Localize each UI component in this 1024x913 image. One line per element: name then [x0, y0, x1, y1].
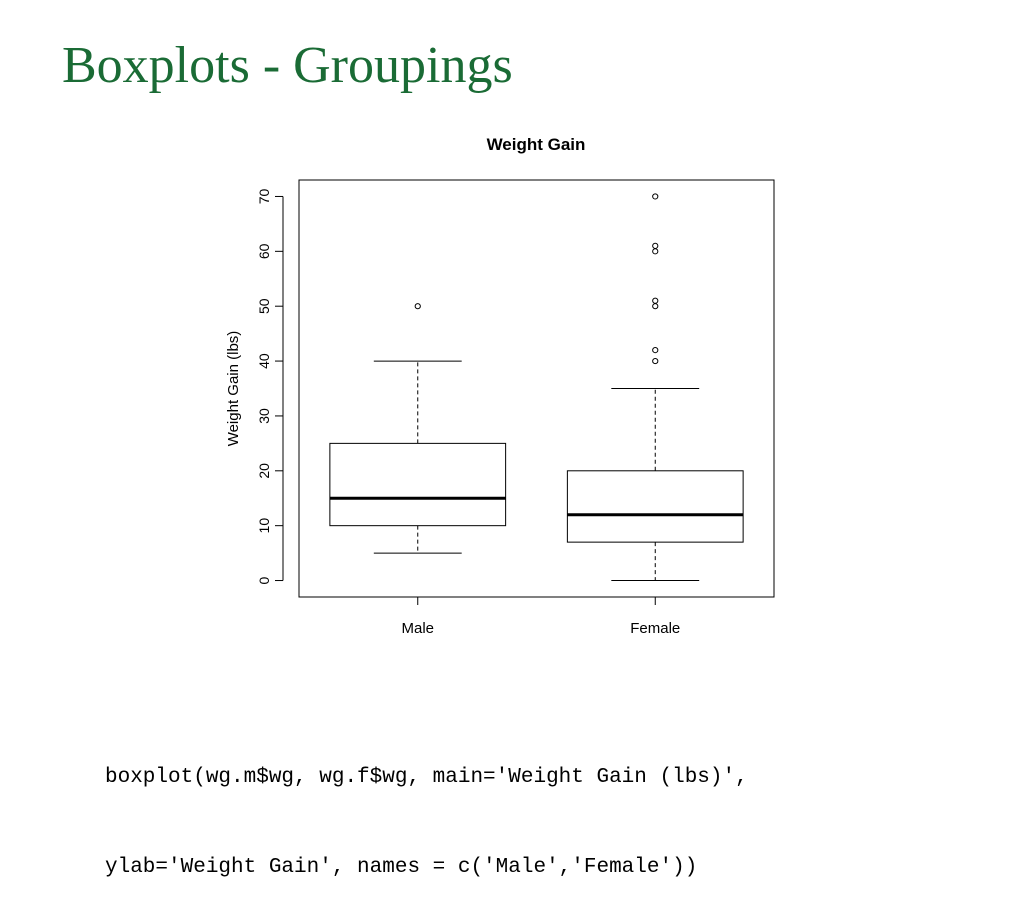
boxplot-chart: Weight Gain 0 10 20 30 40 50 60 70 Male Female W… — [225, 135, 775, 637]
y-tick-label: 60 — [256, 243, 272, 259]
y-tick-label: 20 — [256, 463, 272, 479]
outlier-point — [652, 303, 659, 310]
slide-title: Boxplots - Groupings — [62, 37, 513, 94]
box-iqr — [329, 442, 507, 527]
y-tick-label: 10 — [256, 518, 272, 534]
code-line: ylab='Weight Gain', names = c('Male','Fe… — [105, 856, 698, 879]
outlier-point — [652, 248, 659, 255]
boxes — [329, 193, 744, 582]
outlier-point — [652, 242, 659, 249]
box-group-male — [329, 303, 507, 554]
outlier-point — [414, 303, 421, 310]
y-axis: 0 10 20 30 40 50 60 70 — [256, 188, 284, 584]
y-tick-label: 50 — [256, 298, 272, 314]
code-block: boxplot(wg.m$wg, wg.f$wg, main='Weight G… — [105, 703, 748, 913]
x-tick-label: Female — [630, 620, 680, 637]
outlier-point — [652, 297, 659, 304]
x-tick-label: Male — [401, 620, 434, 637]
outlier-point — [652, 357, 659, 365]
y-tick-label: 70 — [256, 188, 272, 204]
y-axis-label: Weight Gain (lbs) — [225, 331, 242, 447]
box-group-female — [566, 193, 744, 582]
outlier-point — [652, 346, 659, 354]
box-iqr — [566, 470, 744, 543]
y-tick-label: 30 — [256, 408, 272, 424]
plot-frame — [298, 179, 775, 598]
chart-title: Weight Gain — [487, 135, 586, 154]
outlier-point — [652, 193, 659, 200]
y-tick-label: 40 — [256, 353, 272, 369]
x-axis: Male Female — [401, 597, 680, 637]
y-tick-label: 0 — [256, 576, 272, 584]
